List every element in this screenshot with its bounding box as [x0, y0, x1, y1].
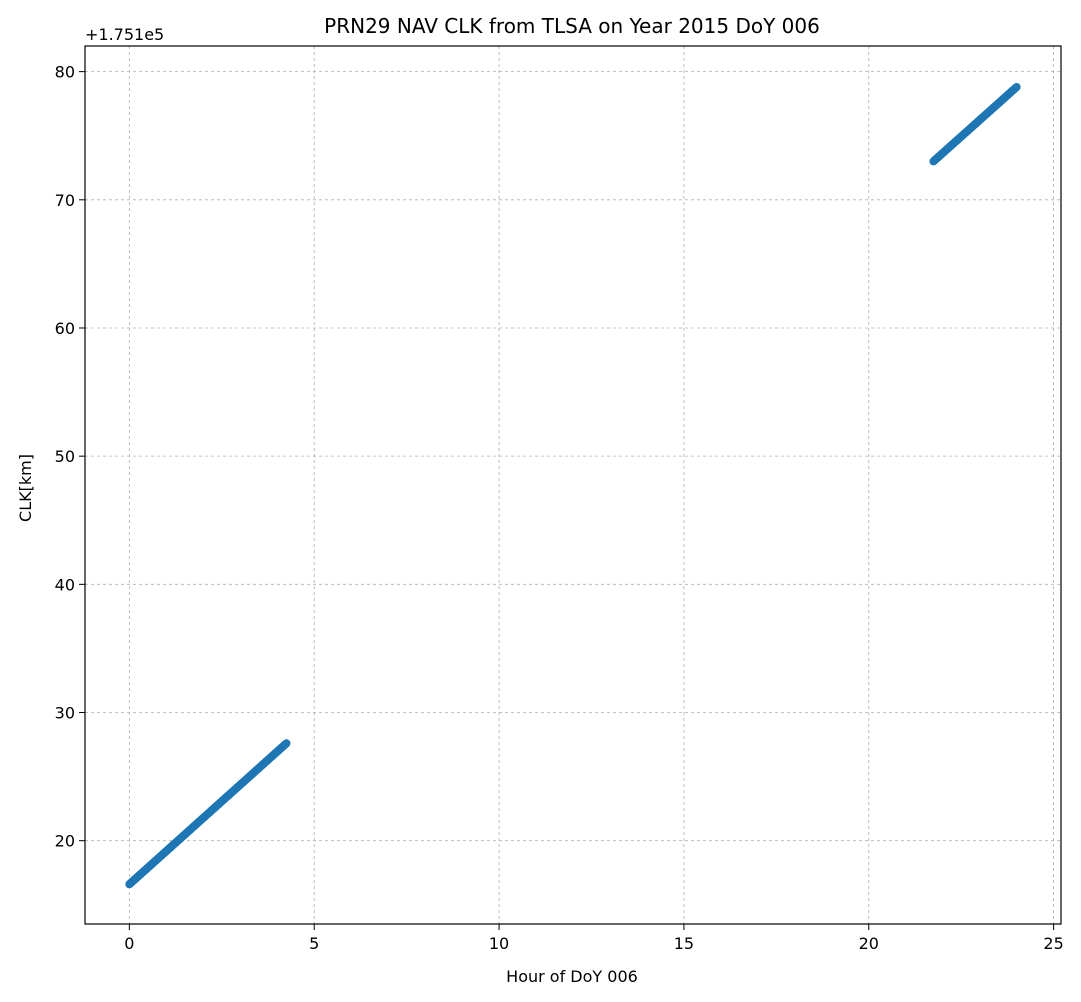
x-tick-label: 10 — [489, 934, 509, 953]
grid-lines — [85, 46, 1061, 924]
y-ticks: 20 30 40 50 60 70 80 — [55, 63, 85, 851]
y-tick-label: 40 — [55, 575, 75, 594]
y-axis-label: CLK[km] — [16, 454, 35, 522]
y-tick-label: 50 — [55, 447, 75, 466]
x-tick-label: 15 — [674, 934, 694, 953]
data-point — [1012, 83, 1021, 92]
x-tick-label: 20 — [859, 934, 879, 953]
y-tick-label: 80 — [55, 63, 75, 82]
chart-title: PRN29 NAV CLK from TLSA on Year 2015 DoY… — [324, 14, 820, 38]
x-tick-label: 5 — [309, 934, 319, 953]
data-points — [125, 83, 1021, 889]
y-tick-label: 20 — [55, 832, 75, 851]
plot-frame — [84, 45, 1062, 925]
x-tick-label: 0 — [124, 934, 134, 953]
x-ticks: 0 5 10 15 20 25 — [124, 924, 1064, 953]
y-tick-label: 70 — [55, 191, 75, 210]
y-tick-label: 60 — [55, 319, 75, 338]
x-axis-label: Hour of DoY 006 — [506, 967, 638, 986]
x-tick-label: 25 — [1043, 934, 1063, 953]
y-tick-label: 30 — [55, 704, 75, 723]
data-point — [282, 739, 291, 748]
y-offset-label: +1.751e5 — [85, 25, 164, 44]
